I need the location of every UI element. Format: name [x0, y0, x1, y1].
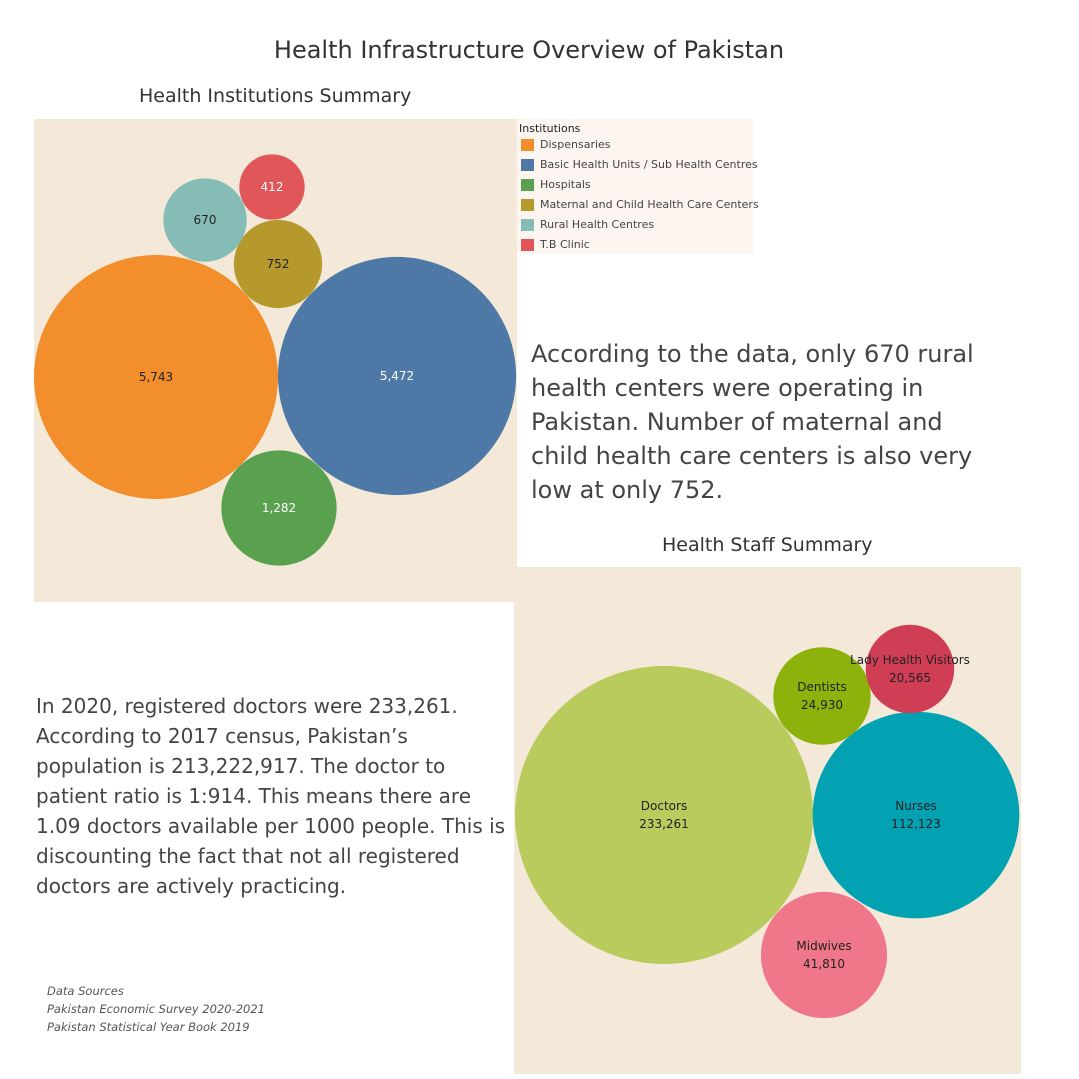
legend-label: Maternal and Child Health Care Centers: [540, 198, 759, 211]
institutions-chart-title: Health Institutions Summary: [139, 85, 412, 107]
bubble-value-label: 233,261: [639, 817, 689, 831]
bubble-nurses[interactable]: [812, 711, 1020, 919]
source-line: Pakistan Statistical Year Book 2019: [47, 1020, 250, 1034]
legend-swatch: [521, 219, 534, 231]
staff-narrative: In 2020, registered doctors were 233,261…: [36, 694, 506, 898]
bubble-value-label: 5,472: [380, 369, 414, 383]
bubble-rural-health-centres[interactable]: [163, 178, 247, 262]
legend-title: Institutions: [519, 122, 581, 135]
legend-swatch: [521, 239, 534, 251]
bubble-dentists[interactable]: [773, 647, 871, 745]
bubble-hospitals[interactable]: [221, 450, 337, 566]
bubble-lady-health-visitors[interactable]: [865, 624, 955, 714]
bubble-value-label: 412: [261, 180, 284, 194]
bubble-name-label: Midwives: [796, 939, 851, 953]
legend-swatch: [521, 199, 534, 211]
page-title: Health Infrastructure Overview of Pakist…: [273, 36, 785, 64]
legend-label: Rural Health Centres: [540, 218, 655, 231]
source-line: Pakistan Economic Survey 2020-2021: [47, 1002, 265, 1016]
legend-swatch: [521, 139, 534, 151]
bubble-basic-health-units-sub-health-centres[interactable]: [277, 256, 517, 496]
bubble-name-label: Nurses: [895, 799, 936, 813]
bubble-dispensaries[interactable]: [34, 255, 278, 499]
bubble-value-label: 670: [194, 213, 217, 227]
bubble-value-label: 1,282: [262, 501, 296, 515]
legend-label: Hospitals: [540, 178, 591, 191]
bubble-name-label: Lady Health Visitors: [850, 653, 970, 667]
institutions-legend: Institutions Dispensaries Basic Health U…: [517, 119, 759, 254]
bubble-name-label: Dentists: [797, 680, 846, 694]
bubble-value-label: 24,930: [801, 698, 843, 712]
staff-chart-title: Health Staff Summary: [662, 534, 873, 556]
legend-label: T.B Clinic: [540, 238, 590, 251]
bubble-maternal-and-child-health-care-centers[interactable]: [233, 219, 323, 309]
bubble-midwives[interactable]: [760, 891, 888, 1019]
sources-heading: Data Sources: [47, 984, 124, 998]
bubble-doctors[interactable]: [515, 666, 813, 964]
bubble-name-label: Doctors: [641, 799, 687, 813]
data-sources: Data Sources Pakistan Economic Survey 20…: [47, 982, 265, 1036]
bubble-value-label: 41,810: [803, 957, 845, 971]
institutions-narrative: According to the data, only 670 rural he…: [531, 340, 974, 504]
legend-swatch: [521, 179, 534, 191]
bubble-t-b-clinic[interactable]: [239, 154, 305, 220]
legend-swatch: [521, 159, 534, 171]
bubble-value-label: 5,743: [139, 370, 173, 384]
bubble-value-label: 20,565: [889, 671, 931, 685]
legend-label: Basic Health Units / Sub Health Centres: [540, 158, 758, 171]
legend-label: Dispensaries: [540, 138, 611, 151]
bubble-value-label: 112,123: [891, 817, 941, 831]
bubble-value-label: 752: [267, 257, 290, 271]
